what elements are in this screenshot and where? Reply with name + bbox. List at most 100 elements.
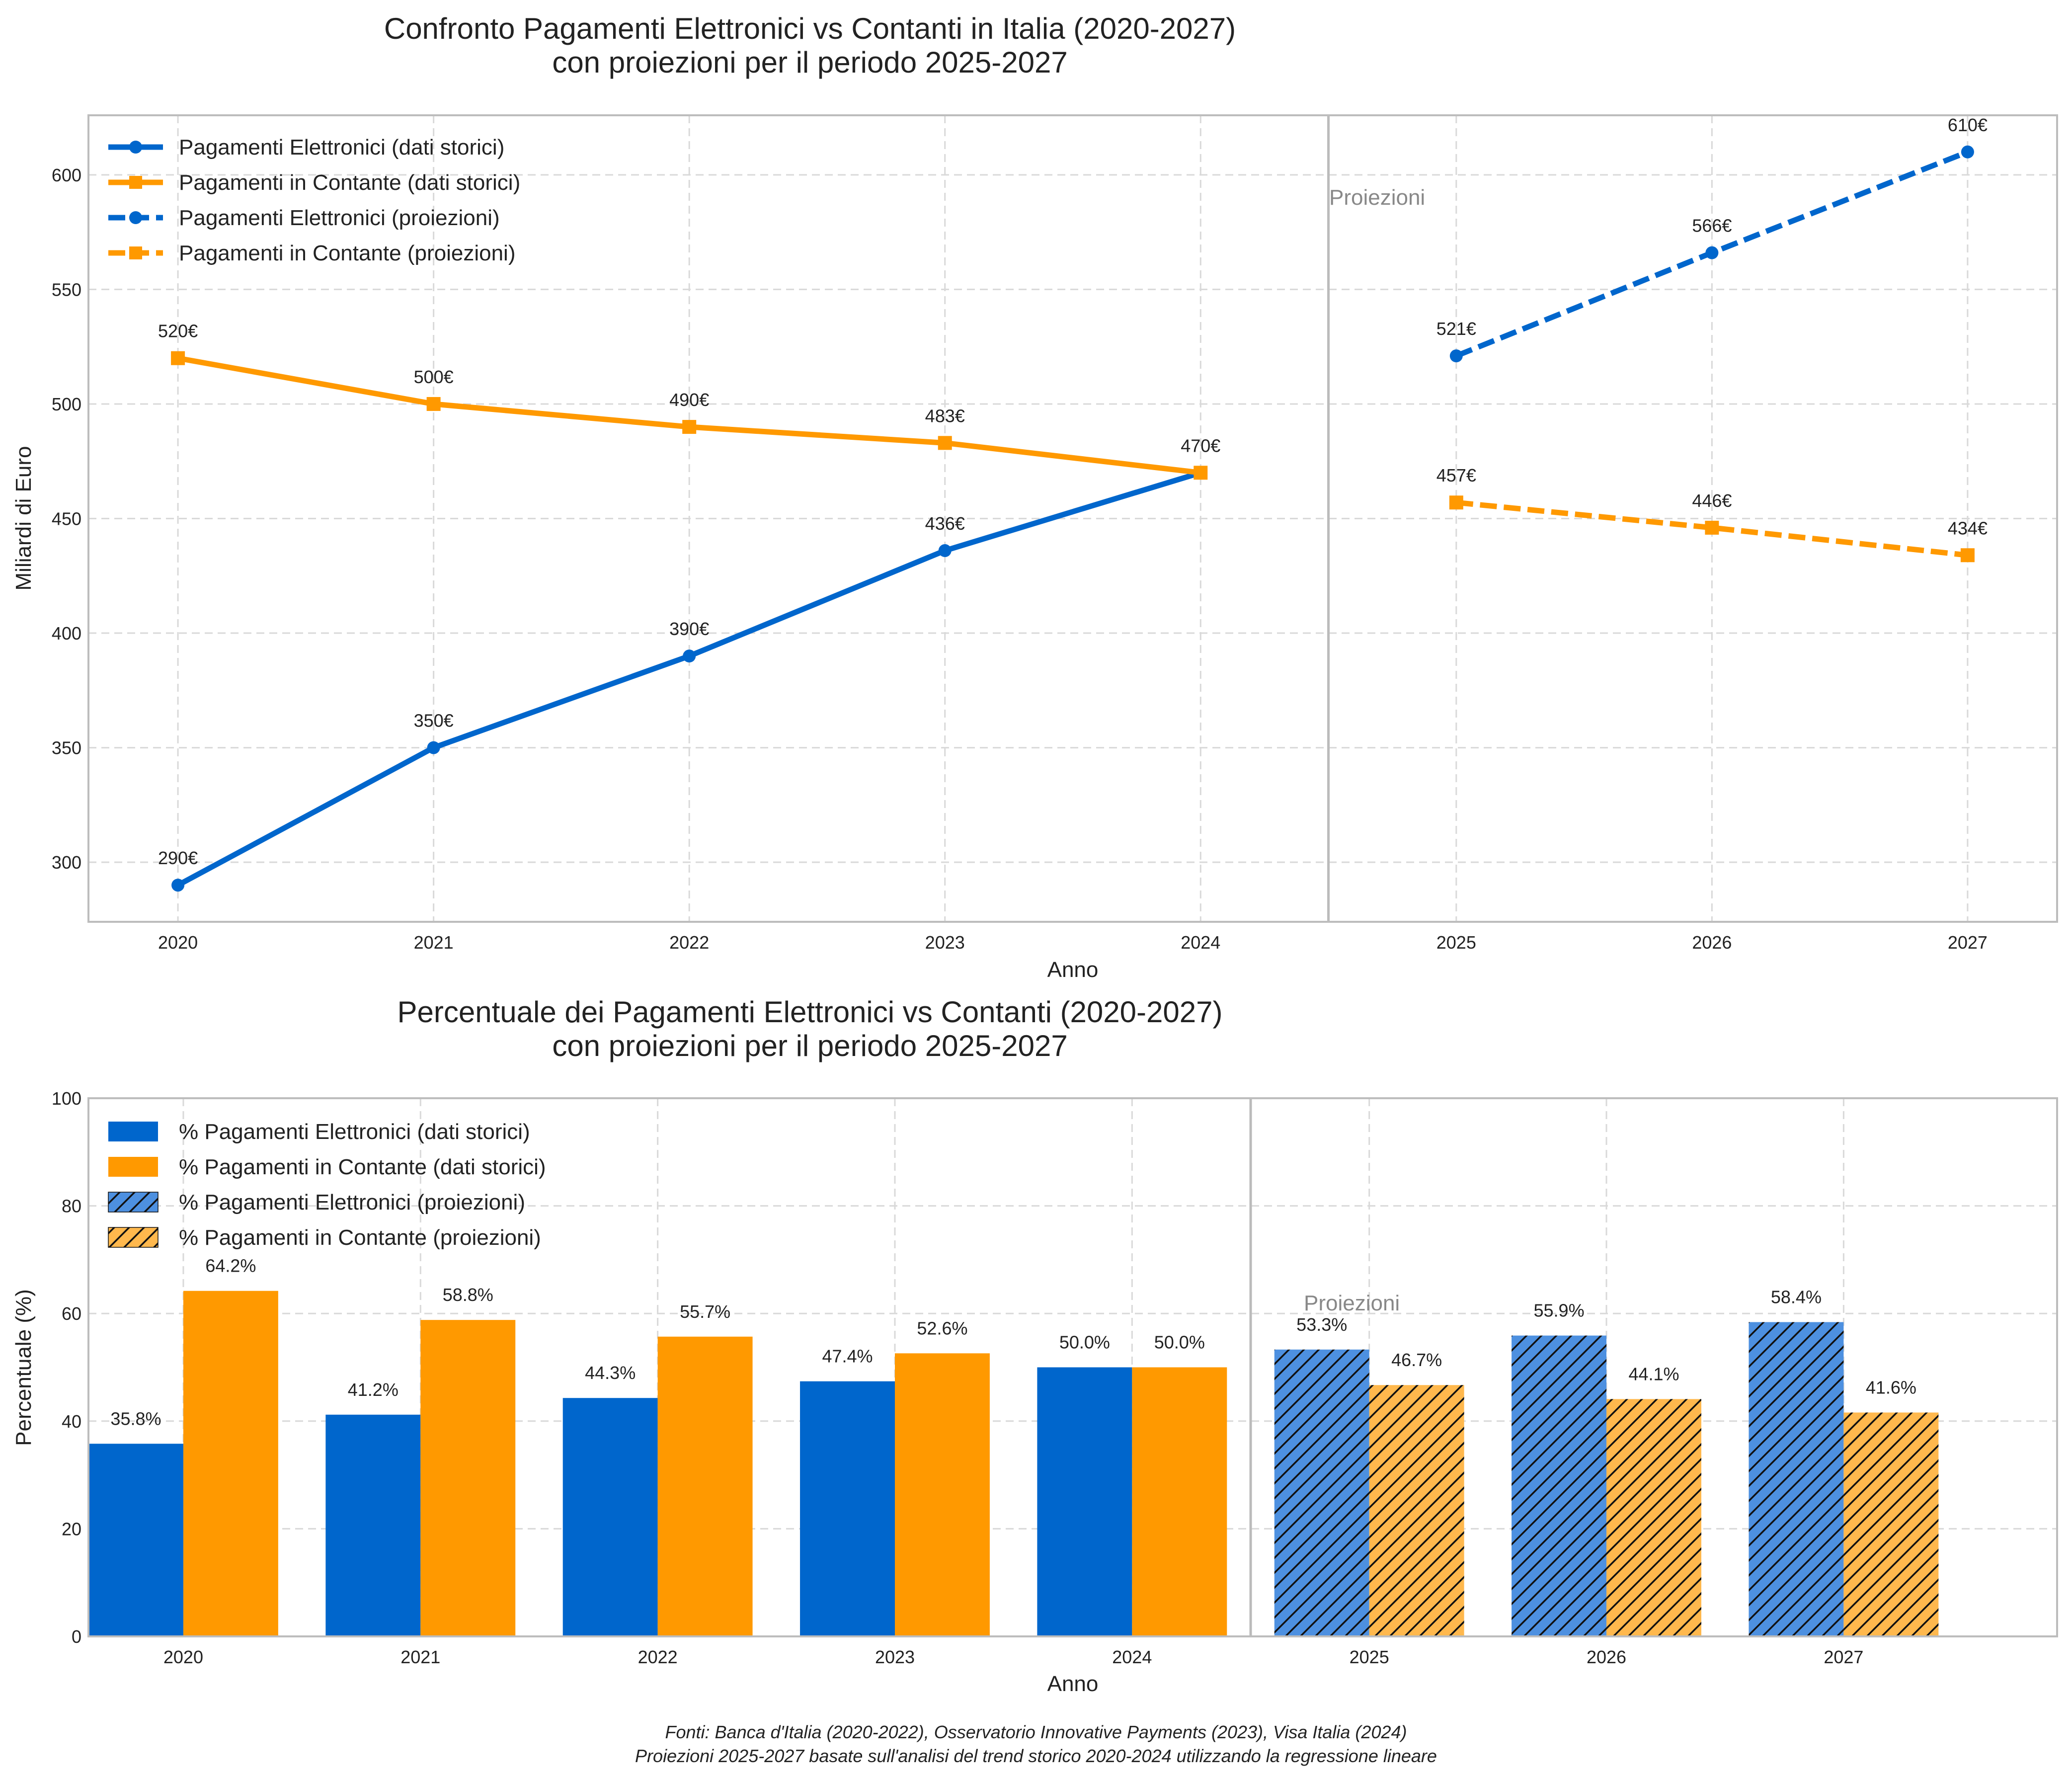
legend-entry-electronic-pct-projection: % Pagamenti Elettronici (proiezioni): [108, 1190, 525, 1215]
data-point: [1960, 548, 1975, 563]
y-tick-label: 40: [62, 1411, 81, 1432]
point-label: 483€: [925, 405, 965, 426]
point-label: 490€: [669, 390, 709, 410]
legend-label: Pagamenti Elettronici (proiezioni): [179, 206, 500, 230]
bar-label: 64.2%: [205, 1256, 256, 1276]
legend-label: Pagamenti in Contante (proiezioni): [179, 241, 516, 265]
bottom-chart-bar-labels: 35.8% 64.2% 41.2% 58.8% 44.3% 55.7% 47.4% 52.6%…: [110, 1256, 1916, 1429]
y-tick-label: 300: [52, 852, 81, 873]
legend-entry-electronic-projection: Pagamenti Elettronici (proiezioni): [108, 206, 500, 230]
point-label: 446€: [1692, 490, 1732, 511]
y-tick-label: 450: [52, 509, 81, 529]
series-line: [1456, 499, 1968, 558]
bottom-chart-subtitle: con proiezioni per il periodo 2025-2027: [552, 1029, 1067, 1062]
data-point: [1705, 246, 1719, 259]
legend-label: % Pagamenti Elettronici (dati storici): [179, 1120, 530, 1144]
data-point: [1449, 349, 1463, 363]
bar-electronic: [1749, 1322, 1844, 1636]
point-label: 457€: [1436, 465, 1476, 486]
bar-chart-payments-percentage: Percentuale dei Pagamenti Elettronici vs…: [11, 995, 2058, 1696]
y-tick-label: 350: [52, 738, 81, 758]
top-chart-point-labels: 290€ 350€ 390€ 436€ 470€ 520€ 500€ 490€ 483€ 521€…: [158, 115, 1988, 868]
bar-electronic: [88, 1444, 183, 1636]
data-point: [938, 544, 952, 558]
x-tick-label: 2023: [875, 1647, 915, 1667]
point-label: 350€: [414, 711, 454, 731]
bottom-chart-bars: [88, 1291, 1939, 1636]
bar-electronic: [1037, 1367, 1132, 1636]
point-label: 470€: [1181, 435, 1220, 456]
bar-cash: [1369, 1385, 1464, 1636]
point-label: 566€: [1692, 216, 1732, 236]
bar-electronic: [800, 1381, 895, 1636]
bar-label: 53.3%: [1296, 1314, 1347, 1335]
top-chart-grid: [88, 115, 2057, 922]
data-point: [1961, 145, 1974, 159]
point-label: 390€: [669, 619, 709, 639]
legend-entry-cash-pct-historical: % Pagamenti in Contante (dati storici): [108, 1155, 546, 1179]
bar-label: 44.3%: [585, 1363, 636, 1383]
x-tick-label: 2024: [1112, 1647, 1152, 1667]
legend-entry-cash-projection: Pagamenti in Contante (proiezioni): [108, 241, 516, 265]
data-point: [1449, 495, 1463, 510]
bar-label: 58.8%: [443, 1285, 493, 1305]
x-tick-label: 2021: [414, 932, 454, 953]
bar-label: 55.7%: [680, 1301, 730, 1322]
x-tick-label: 2025: [1436, 932, 1476, 953]
legend-label: Pagamenti Elettronici (dati storici): [179, 135, 504, 160]
bar-label: 58.4%: [1771, 1287, 1822, 1307]
bottom-projection-label: Proiezioni: [1304, 1291, 1400, 1315]
top-chart-y-ticks: 300 350 400 450 500 550 600: [52, 165, 81, 873]
bottom-chart-y-label: Percentuale (%): [11, 1289, 36, 1446]
bar-label: 41.2%: [348, 1379, 398, 1400]
x-tick-label: 2021: [400, 1647, 440, 1667]
bar-electronic: [562, 1398, 658, 1636]
bottom-chart-title: Percentuale dei Pagamenti Elettronici vs…: [398, 995, 1223, 1029]
bar-label: 46.7%: [1391, 1350, 1442, 1370]
y-tick-label: 80: [62, 1196, 81, 1216]
point-label: 610€: [1948, 115, 1988, 135]
x-tick-label: 2020: [163, 1647, 203, 1667]
bar-electronic: [1274, 1349, 1369, 1636]
bar-label: 50.0%: [1059, 1332, 1110, 1353]
point-label: 500€: [414, 367, 454, 387]
legend-entry-cash-pct-projection: % Pagamenti in Contante (proiezioni): [108, 1225, 541, 1250]
point-label: 290€: [158, 848, 198, 868]
bar-cash: [1132, 1367, 1227, 1636]
y-tick-label: 550: [52, 279, 81, 300]
bottom-chart-frame: [87, 1097, 2058, 1637]
legend-entry-cash-historical: Pagamenti in Contante (dati storici): [108, 170, 520, 195]
data-point: [683, 649, 696, 663]
data-point: [171, 879, 185, 892]
footer-sources: Fonti: Banca d'Italia (2020-2022), Osser…: [665, 1722, 1407, 1742]
y-tick-label: 100: [52, 1088, 81, 1109]
top-chart-legend: Pagamenti Elettronici (dati storici) Pag…: [108, 135, 520, 265]
bar-cash: [657, 1336, 753, 1636]
line-chart-payments-billions: Confronto Pagamenti Elettronici vs Conta…: [11, 12, 2058, 982]
y-tick-label: 0: [72, 1626, 81, 1647]
y-tick-label: 60: [62, 1303, 81, 1324]
y-tick-label: 500: [52, 394, 81, 414]
data-point: [171, 351, 185, 365]
bar-cash: [894, 1353, 990, 1636]
x-tick-label: 2026: [1587, 1647, 1626, 1667]
y-tick-label: 400: [52, 623, 81, 644]
data-point: [682, 420, 697, 434]
bar-cash: [1606, 1399, 1701, 1636]
x-tick-label: 2027: [1948, 932, 1988, 953]
bar-cash: [183, 1291, 278, 1636]
bar-label: 47.4%: [822, 1346, 873, 1367]
bar-label: 41.6%: [1866, 1377, 1916, 1397]
bar-electronic: [1512, 1335, 1607, 1636]
bar-label: 35.8%: [110, 1408, 161, 1429]
x-tick-label: 2024: [1181, 932, 1220, 953]
top-chart-x-label: Anno: [1047, 958, 1099, 982]
data-point: [427, 741, 440, 754]
x-tick-label: 2023: [925, 932, 965, 953]
x-tick-label: 2022: [638, 1647, 678, 1667]
legend-entry-electronic-pct-historical: % Pagamenti Elettronici (dati storici): [108, 1120, 530, 1144]
legend-entry-electronic-historical: Pagamenti Elettronici (dati storici): [108, 135, 504, 160]
bottom-chart-legend: % Pagamenti Elettronici (dati storici) %…: [108, 1120, 546, 1250]
bar-cash: [420, 1320, 516, 1636]
top-projection-label: Proiezioni: [1329, 185, 1425, 210]
